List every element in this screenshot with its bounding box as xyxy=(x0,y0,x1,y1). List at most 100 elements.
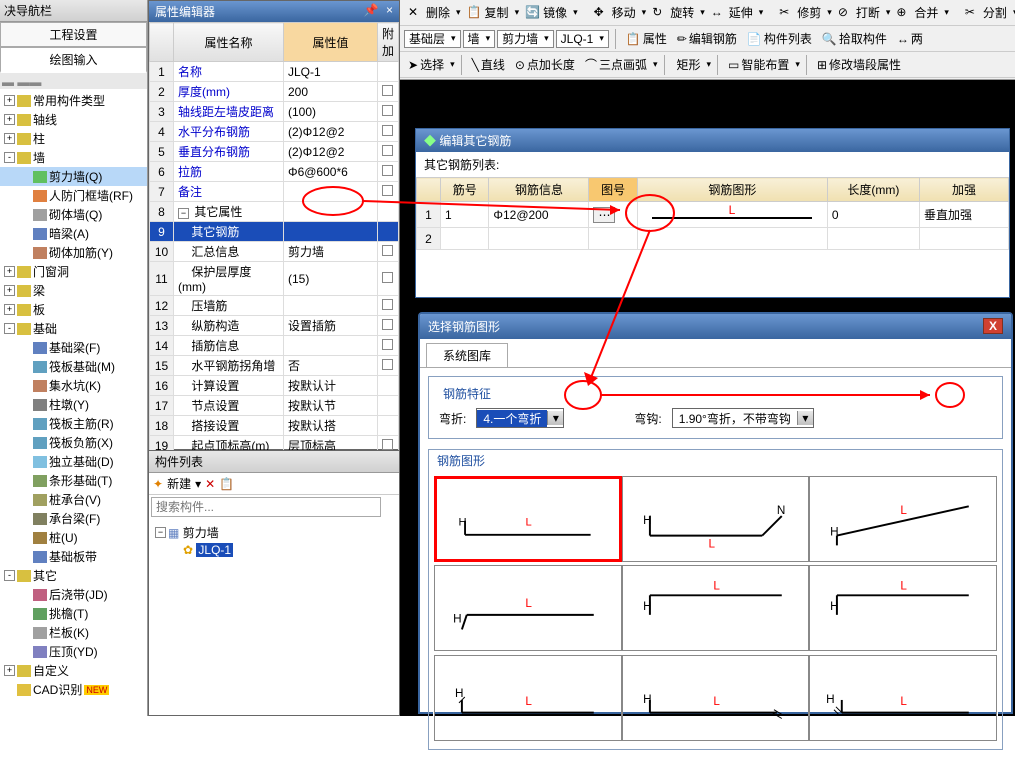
rebar-cell-type[interactable]: 垂直加强 xyxy=(919,202,1008,228)
shape-option[interactable]: HL xyxy=(434,655,622,741)
tb-矩形-button[interactable]: 矩形 xyxy=(671,54,705,75)
tree-item[interactable]: 独立基础(D) xyxy=(0,452,147,471)
tree-item[interactable]: 剪力墙(Q) xyxy=(0,167,147,186)
tree-item[interactable]: 筏板基础(M) xyxy=(0,357,147,376)
collapse-icon[interactable]: - xyxy=(4,570,15,581)
pin-icon[interactable]: 📌 xyxy=(364,3,379,17)
tb-拾取构件-button[interactable]: 🔍拾取构件 xyxy=(818,28,891,49)
tree-item[interactable]: 压顶(YD) xyxy=(0,642,147,661)
tree-item[interactable]: 桩承台(V) xyxy=(0,490,147,509)
tb-合并-button[interactable]: ⊕合并 xyxy=(892,2,942,23)
tb-直线-button[interactable]: ╲直线 xyxy=(468,54,509,75)
copy-icon[interactable]: 📋 xyxy=(219,477,234,491)
expand-icon[interactable]: + xyxy=(4,665,15,676)
rebar-empty-row[interactable]: 2 xyxy=(417,228,1009,250)
bend-combo[interactable]: 4.一个弯折 ▾ xyxy=(476,408,564,428)
shapes-grid[interactable]: HLHLNHLHLHLHLHLHLHL xyxy=(433,475,998,745)
expand-icon[interactable]: + xyxy=(4,114,15,125)
tree-item[interactable]: 后浇带(JD) xyxy=(0,585,147,604)
prop-row[interactable]: 7 备注 xyxy=(150,182,399,202)
tree-item[interactable]: +门窗洞 xyxy=(0,262,147,281)
tree-item[interactable]: 砌体加筋(Y) xyxy=(0,243,147,262)
tree-item[interactable]: -其它 xyxy=(0,566,147,585)
shape-option[interactable]: HLN xyxy=(622,476,810,562)
tb-删除-button[interactable]: ✕删除 xyxy=(404,2,454,23)
tree-item[interactable]: 挑檐(T) xyxy=(0,604,147,623)
search-input[interactable] xyxy=(151,497,381,517)
tree-item[interactable]: 栏板(K) xyxy=(0,623,147,642)
tree-item[interactable]: 承台梁(F) xyxy=(0,509,147,528)
tb-select[interactable]: 墙 xyxy=(463,30,496,48)
expand-icon[interactable]: + xyxy=(4,133,15,144)
rebar-cell-info[interactable]: Φ12@200 xyxy=(489,202,589,228)
prop-row[interactable]: 11 保护层厚度(mm) (15) xyxy=(150,262,399,296)
comp-tree[interactable]: − ▦ 剪力墙 ✿ JLQ-1 xyxy=(149,519,399,562)
tb-旋转-button[interactable]: ↻旋转 xyxy=(648,2,698,23)
prop-row[interactable]: 10 汇总信息 剪力墙 xyxy=(150,242,399,262)
tree-item[interactable]: 暗梁(A) xyxy=(0,224,147,243)
expand-icon[interactable]: + xyxy=(4,285,15,296)
tree-item[interactable]: 条形基础(T) xyxy=(0,471,147,490)
prop-row[interactable]: 3 轴线距左墙皮距离 (100) xyxy=(150,102,399,122)
prop-row[interactable]: 18 搭接设置 按默认搭 xyxy=(150,416,399,436)
rebar-cell-num[interactable]: 1 xyxy=(441,202,489,228)
shape-option[interactable]: HL xyxy=(622,655,810,741)
tree-item[interactable]: +自定义 xyxy=(0,661,147,680)
tree-item[interactable]: -墙 xyxy=(0,148,147,167)
prop-row[interactable]: 1 名称 JLQ-1 xyxy=(150,62,399,82)
tree-item[interactable]: 筏板主筋(R) xyxy=(0,414,147,433)
rebar-cell-img[interactable]: ⋯ xyxy=(589,202,637,228)
prop-row[interactable]: 16 计算设置 按默认计 xyxy=(150,376,399,396)
tb-属性-button[interactable]: 📋属性 xyxy=(622,28,671,49)
prop-row[interactable]: 17 节点设置 按默认节 xyxy=(150,396,399,416)
tb-选择-button[interactable]: ➤选择 xyxy=(404,54,448,75)
tree-item[interactable]: 基础梁(F) xyxy=(0,338,147,357)
tb-复制-button[interactable]: 📋复制 xyxy=(463,2,513,23)
tree-item[interactable]: +柱 xyxy=(0,129,147,148)
dropdown-icon[interactable]: ▾ xyxy=(547,411,563,425)
rebar-cell-len[interactable]: 0 xyxy=(827,202,919,228)
hook-combo[interactable]: 1.90°弯折，不带弯钩 ▾ xyxy=(672,408,814,428)
comp-tree-root[interactable]: − ▦ 剪力墙 xyxy=(153,523,395,542)
prop-row[interactable]: 2 厚度(mm) 200 xyxy=(150,82,399,102)
nav-tab-settings[interactable]: 工程设置 xyxy=(0,22,147,47)
tb-select[interactable]: JLQ-1 xyxy=(556,30,609,48)
new-button[interactable]: 新建 xyxy=(167,475,191,492)
prop-row[interactable]: 4 水平分布钢筋 (2)Φ12@2 xyxy=(150,122,399,142)
tb-打断-button[interactable]: ⊘打断 xyxy=(834,2,884,23)
expand-icon[interactable]: + xyxy=(4,266,15,277)
expand-icon[interactable]: + xyxy=(4,304,15,315)
dropdown-icon[interactable]: ▾ xyxy=(195,477,201,491)
tb-延伸-button[interactable]: ↔延伸 xyxy=(707,2,757,23)
tree-item[interactable]: 砌体墙(Q) xyxy=(0,205,147,224)
dropdown-icon[interactable]: ▾ xyxy=(797,411,813,425)
prop-row[interactable]: 8 − 其它属性 xyxy=(150,202,399,222)
comp-tree-item[interactable]: ✿ JLQ-1 xyxy=(153,542,395,558)
tb-select[interactable]: 剪力墙 xyxy=(497,30,554,48)
tb-select[interactable]: 基础层 xyxy=(404,30,461,48)
shape-option[interactable]: HL xyxy=(434,565,622,651)
collapse-icon[interactable]: - xyxy=(4,323,15,334)
tree-item[interactable]: CAD识别NEW xyxy=(0,680,147,699)
expand-icon[interactable]: + xyxy=(4,95,15,106)
close-icon[interactable]: × xyxy=(386,3,393,17)
tree-item[interactable]: +轴线 xyxy=(0,110,147,129)
tb-镜像-button[interactable]: 🔄镜像 xyxy=(521,2,571,23)
prop-row[interactable]: 5 垂直分布钢筋 (2)Φ12@2 xyxy=(150,142,399,162)
tree-item[interactable]: 集水坑(K) xyxy=(0,376,147,395)
prop-row[interactable]: 13 纵筋构造 设置插筋 xyxy=(150,316,399,336)
collapse-icon[interactable]: - xyxy=(4,152,15,163)
tb-构件列表-button[interactable]: 📄构件列表 xyxy=(743,28,816,49)
prop-row[interactable]: 9 其它钢筋 xyxy=(150,222,399,242)
shape-tab-system[interactable]: 系统图库 xyxy=(426,343,508,367)
prop-row[interactable]: 15 水平钢筋拐角增 否 xyxy=(150,356,399,376)
shape-option[interactable]: HL xyxy=(809,476,997,562)
tree-item[interactable]: +常用构件类型 xyxy=(0,91,147,110)
nav-tree[interactable]: +常用构件类型+轴线+柱-墙剪力墙(Q)人防门框墙(RF)砌体墙(Q)暗梁(A)… xyxy=(0,89,147,719)
new-icon[interactable]: ✦ xyxy=(153,477,163,491)
tree-item[interactable]: 桩(U) xyxy=(0,528,147,547)
tb-分割-button[interactable]: ✂分割 xyxy=(961,2,1011,23)
tree-item[interactable]: -基础 xyxy=(0,319,147,338)
img-select-button[interactable]: ⋯ xyxy=(593,207,615,223)
nav-tab-draw[interactable]: 绘图输入 xyxy=(0,47,147,73)
